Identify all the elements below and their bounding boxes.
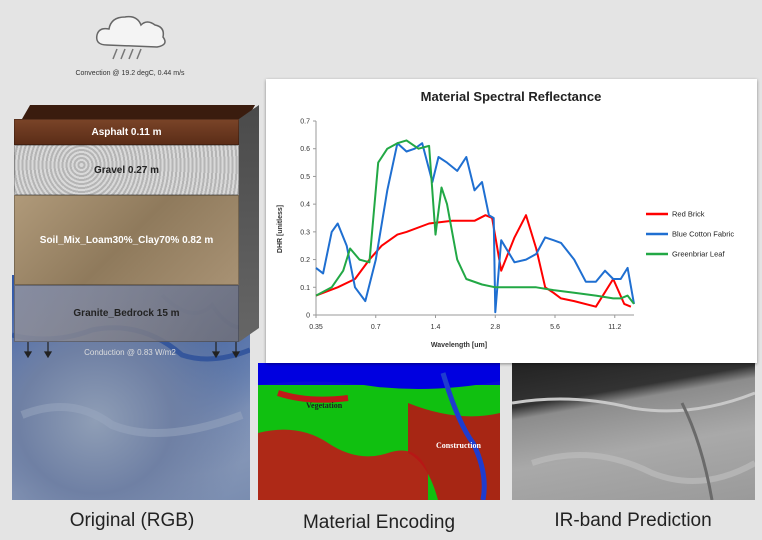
chart-svg: Material Spectral Reflectance DHR [unitl… [277, 89, 734, 349]
vegetation-label: Vegetation [306, 401, 343, 410]
series-line-red-brick [315, 214, 632, 308]
series-line-greenbriar-leaf [315, 139, 635, 305]
y-tick-label: 0.4 [300, 202, 310, 209]
material-encoding-image: Vegetation Construction [258, 363, 500, 500]
caption-material-encoding: Material Encoding [302, 512, 456, 533]
x-tick-label: 1.4 [431, 324, 441, 331]
layer-granite-bedrock: Granite_Bedrock 15 m [14, 285, 239, 342]
conduction-label: Conduction @ 0.83 W/m2 [84, 348, 176, 357]
x-tick-label: 5.6 [550, 324, 560, 331]
bedrock-side-face [239, 105, 259, 342]
x-tick-label: 2.8 [490, 324, 500, 331]
y-tick-label: 0.5 [300, 174, 310, 181]
layer-gravel: Gravel 0.27 m [14, 145, 239, 195]
y-tick-label: 0.1 [300, 285, 310, 292]
y-tick-label: 0 [306, 313, 310, 320]
y-tick-label: 0.3 [300, 229, 310, 236]
y-axis-label: DHR [unitless] [277, 205, 284, 253]
convection-label: Convection @ 19.2 degC, 0.44 m/s [75, 70, 185, 77]
conduction-arrows-icon [20, 342, 245, 359]
legend-label: Blue Cotton Fabric [672, 230, 734, 239]
legend-label: Red Brick [672, 210, 705, 219]
caption-original-rgb: Original (RGB) [69, 510, 195, 531]
construction-label: Construction [436, 441, 481, 450]
x-tick-label: 0.35 [309, 324, 323, 331]
layer-asphalt: Asphalt 0.11 m [14, 119, 239, 145]
caption-ir-band-prediction: IR-band Prediction [554, 510, 712, 531]
y-tick-label: 0.2 [300, 257, 310, 264]
legend-label: Greenbriar Leaf [672, 250, 725, 259]
x-tick-label: 0.7 [371, 324, 381, 331]
x-tick-label: 11.2 [608, 324, 621, 331]
series-line-blue-cotton-fabric [315, 142, 635, 314]
x-axis-label: Wavelength [um] [431, 342, 487, 349]
y-tick-label: 0.7 [300, 119, 310, 126]
ir-band-prediction-image [512, 363, 755, 500]
cloud-rain-icon [85, 5, 175, 65]
spectral-reflectance-chart: Material Spectral Reflectance DHR [unitl… [266, 79, 757, 363]
chart-title: Material Spectral Reflectance [421, 89, 602, 104]
y-tick-label: 0.6 [300, 146, 310, 153]
asphalt-top-face [22, 105, 256, 119]
layer-soil-mix: Soil_Mix_Loam30%_Clay70% 0.82 m [14, 195, 239, 285]
